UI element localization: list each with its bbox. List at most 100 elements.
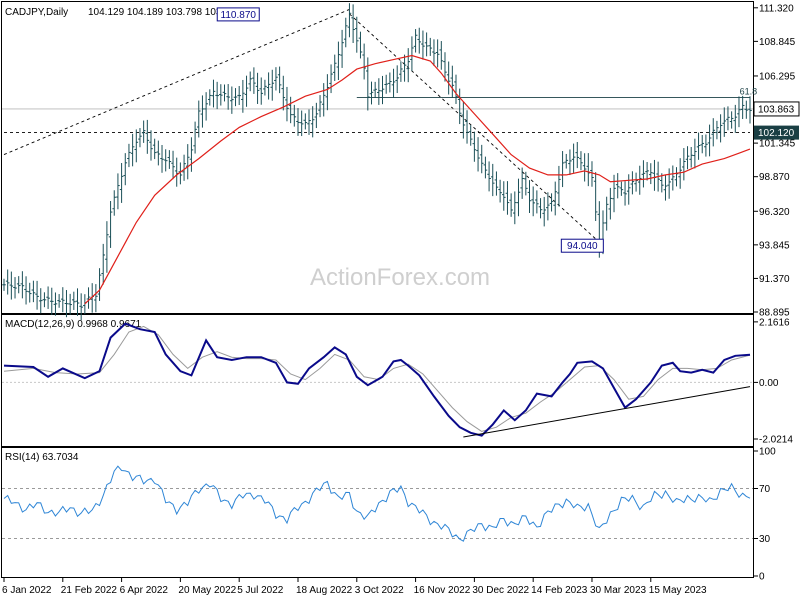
- price-axis-tick-label: 88.895: [759, 308, 790, 319]
- price-panel-frame: [1, 1, 754, 314]
- ohlc-bar: [373, 81, 377, 98]
- ohlc-bar: [432, 39, 436, 67]
- ohlc-bar: [2, 278, 6, 291]
- ohlc-bar: [604, 196, 609, 231]
- ohlc-bar: [204, 92, 208, 121]
- ohlc-bar: [24, 276, 28, 305]
- ohlc-bar: [86, 287, 91, 309]
- ohlc-bar: [296, 108, 300, 136]
- ohlc-bar: [663, 175, 668, 201]
- ohlc-bar: [630, 171, 635, 195]
- price-tag-box: [754, 125, 799, 140]
- ohlc-bar: [707, 124, 712, 157]
- price-tag-label: 102.120: [758, 128, 795, 139]
- ohlc-bar: [608, 187, 613, 220]
- price-axis-tick-label: 106.295: [759, 71, 796, 82]
- macd-signal-line: [3, 325, 751, 432]
- x-tick-label: 30 Mar 2023: [590, 585, 647, 596]
- ohlc-bar: [593, 172, 598, 222]
- ohlc-bar: [391, 68, 396, 99]
- ohlc-bar: [237, 86, 241, 105]
- price-axis-tick-label: 96.320: [759, 207, 790, 218]
- ohlc-bar: [446, 61, 451, 95]
- ohlc-bar: [626, 174, 631, 205]
- x-tick-label: 21 Feb 2022: [61, 585, 118, 596]
- ohlc-bar: [351, 4, 355, 43]
- ohlc-bar: [648, 163, 653, 185]
- ohlc-bar: [112, 190, 117, 216]
- ohlc-bar: [101, 243, 106, 285]
- ohlc-bar: [546, 192, 550, 221]
- ohlc-bar: [693, 138, 697, 169]
- price-bars: [2, 3, 752, 321]
- ohlc-bar: [479, 144, 484, 174]
- ohlc-bar: [215, 81, 219, 110]
- ohlc-bar: [255, 72, 260, 104]
- ohlc-bar: [354, 16, 359, 53]
- ohlc-bar: [476, 137, 480, 172]
- ohlc-bar: [435, 39, 440, 68]
- ohlc-bar: [163, 149, 168, 172]
- ohlc-bar: [483, 156, 488, 179]
- ohlc-bar: [299, 110, 304, 137]
- ohlc-bar: [244, 75, 249, 107]
- macd-axis-tick-label: 0.00: [759, 378, 779, 389]
- ohlc-bar: [505, 181, 510, 215]
- rsi-layer: 100 70 30 0: [2, 447, 776, 583]
- ohlc-bar: [590, 161, 594, 187]
- ohlc-bar: [130, 133, 135, 167]
- ohlc-bar: [49, 287, 54, 315]
- rsi-axis-tick-label: 100: [759, 447, 776, 458]
- price-tags: 103.863 102.120: [753, 101, 800, 140]
- ohlc-bar: [704, 134, 708, 157]
- ohlc-bar: [343, 17, 348, 48]
- ohlc-bar: [575, 141, 580, 169]
- ohlc-bar: [715, 120, 719, 140]
- ohlc-bar: [222, 84, 227, 102]
- ohlc-bar: [468, 125, 473, 146]
- ohlc-bar: [406, 48, 411, 83]
- ohlc-bar: [60, 287, 65, 313]
- value-label: 110.870: [221, 10, 257, 21]
- ohlc-bar: [557, 165, 561, 207]
- ohlc-bar: [42, 292, 47, 308]
- ohlc-bar: [274, 67, 278, 91]
- x-tick-label: 18 Aug 2022: [296, 585, 353, 596]
- price-trendlines: [2, 9, 753, 243]
- ohlc-bar: [149, 130, 153, 161]
- ohlc-bar: [454, 74, 458, 104]
- ohlc-bar: [501, 181, 506, 211]
- ohlc-bar: [579, 151, 583, 171]
- ohlc-bar: [75, 288, 80, 316]
- price-tag-box: [753, 101, 800, 117]
- ohlc-bar: [340, 29, 344, 68]
- price-annotations: 110.870 94.040 61.8: [216, 7, 758, 253]
- ohlc-bar: [325, 74, 330, 111]
- ohlc-bar: [700, 134, 705, 154]
- ohlc-bar: [185, 144, 190, 180]
- ohlc-bar: [553, 181, 558, 216]
- fib-label: 61.8: [740, 87, 758, 97]
- ohlc-bar: [259, 77, 264, 105]
- ohlc-bar: [68, 293, 72, 315]
- ohlc-bar: [252, 67, 256, 94]
- price-tag-label: 103.863: [758, 104, 795, 115]
- ohlc-bar: [233, 88, 238, 107]
- ohlc-bar: [219, 84, 223, 106]
- ohlc-bar: [97, 268, 102, 301]
- ohlc-bar: [53, 292, 58, 316]
- ohlc-bar: [494, 171, 499, 196]
- ohlc-bar: [292, 104, 297, 127]
- ohlc-bar: [277, 66, 282, 94]
- ohlc-bar: [399, 61, 403, 82]
- ohlc-bar: [314, 102, 319, 129]
- ohlc-bar: [5, 269, 10, 295]
- moving-average: [84, 54, 751, 305]
- ohlc-bar: [248, 71, 253, 92]
- ohlc-bar: [516, 178, 521, 217]
- ohlc-bar: [711, 118, 716, 147]
- value-box: [216, 7, 260, 22]
- ohlc-bar: [156, 140, 161, 166]
- ohlc-bar: [535, 190, 539, 214]
- ohlc-label: 104.129 104.189 103.798 103.863: [88, 7, 241, 18]
